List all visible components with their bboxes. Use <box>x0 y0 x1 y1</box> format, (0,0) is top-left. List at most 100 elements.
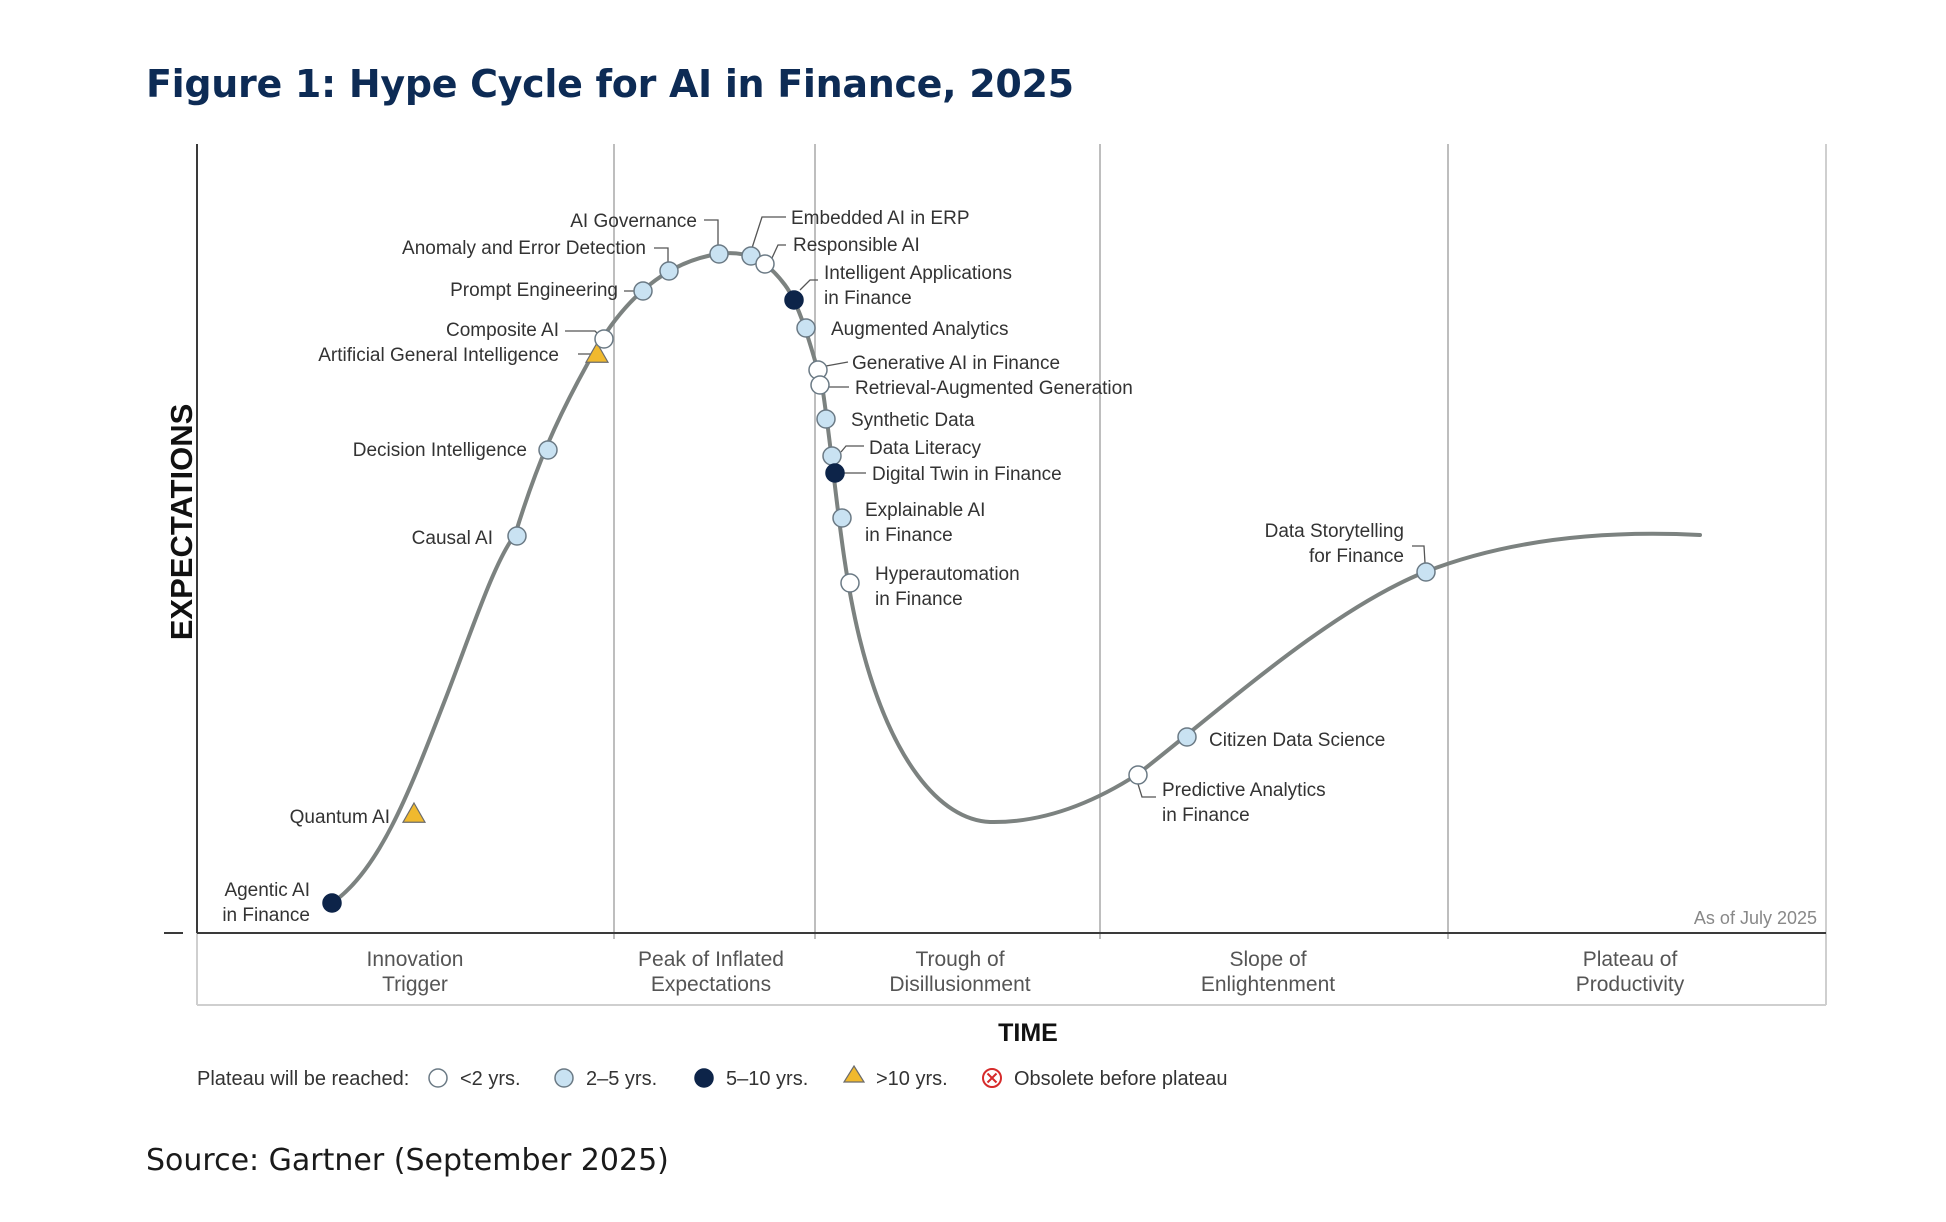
technology-label: Composite AI <box>446 320 559 341</box>
leader-line <box>825 361 849 367</box>
legend-obsolete-cross <box>986 1072 998 1084</box>
leader-line <box>654 247 669 263</box>
source-note: Source: Gartner (September 2025) <box>146 1143 669 1178</box>
technology-label: Explainable AI in Finance <box>865 500 985 546</box>
technology-label: Causal AI <box>412 528 493 549</box>
technology-predictive-analytics-in-finance: Predictive Analytics in Finance <box>1128 765 1326 826</box>
marker-circle <box>1416 562 1436 582</box>
marker-circle <box>709 244 729 264</box>
legend: Plateau will be reached: <2 yrs. 2–5 yrs. 5… <box>197 1064 1228 1090</box>
legend-circle-icon <box>694 1068 714 1088</box>
marker-circle <box>832 508 852 528</box>
technology-augmented-analytics: Augmented Analytics <box>796 318 1008 340</box>
marker-circle <box>825 463 845 483</box>
technology-data-literacy: Data Literacy <box>822 438 981 466</box>
technology-label: Predictive Analytics in Finance <box>1162 780 1326 826</box>
x-axis-label: TIME <box>998 1019 1058 1047</box>
technology-label: Generative AI in Finance <box>852 353 1060 374</box>
leader-line <box>1137 783 1156 798</box>
technology-hyperautomation-in-finance: Hyperautomation in Finance <box>840 564 1020 610</box>
technology-composite-ai: Composite AI <box>446 320 614 349</box>
leader-line <box>840 445 864 453</box>
technology-markers: Agentic AI in Finance Quantum AI Causal AI D… <box>222 208 1436 926</box>
phase-label-peak-of-inflated-expectations: Peak of Inflated Expectations <box>638 948 784 996</box>
technology-label: Data Storytelling for Finance <box>1265 521 1404 567</box>
technology-agentic-ai-in-finance: Agentic AI in Finance <box>222 880 342 926</box>
legend-label: Obsolete before plateau <box>1014 1068 1228 1090</box>
marker-circle <box>755 254 775 274</box>
leader-line <box>799 279 818 291</box>
technology-data-storytelling-for-finance: Data Storytelling for Finance <box>1265 521 1436 582</box>
hype-cycle-chart: Innovation Trigger Peak of Inflated Expecta… <box>164 144 1827 1090</box>
marker-circle <box>507 526 527 546</box>
marker-circle <box>784 290 804 310</box>
marker-circle <box>322 893 342 913</box>
technology-citizen-data-science: Citizen Data Science <box>1177 727 1385 751</box>
legend-label: <2 yrs. <box>460 1068 521 1090</box>
technology-ai-governance: AI Governance <box>570 211 729 264</box>
technology-label: Retrieval-Augmented Generation <box>855 378 1133 399</box>
technology-label: Augmented Analytics <box>831 319 1008 340</box>
legend-title: Plateau will be reached: <box>197 1068 409 1090</box>
technology-label: Data Literacy <box>869 438 981 459</box>
legend-item-gt10: >10 yrs. <box>842 1064 948 1090</box>
technology-prompt-engineering: Prompt Engineering <box>450 280 653 301</box>
technology-label: Digital Twin in Finance <box>872 464 1062 485</box>
figure-title: Figure 1: Hype Cycle for AI in Finance, … <box>146 62 1074 106</box>
legend-item-2to5: 2–5 yrs. <box>554 1068 657 1090</box>
technology-label: Hyperautomation in Finance <box>875 564 1020 610</box>
legend-circle-icon <box>428 1068 448 1088</box>
technology-label: Synthetic Data <box>851 410 975 431</box>
technology-label: Citizen Data Science <box>1209 730 1385 751</box>
marker-circle <box>538 440 558 460</box>
technology-digital-twin-in-finance: Digital Twin in Finance <box>825 463 1062 485</box>
marker-circle <box>822 446 842 466</box>
marker-circle <box>810 375 830 395</box>
technology-responsible-ai: Responsible AI <box>755 235 920 274</box>
technology-label: Anomaly and Error Detection <box>402 238 646 259</box>
technology-retrieval-augmented-generation: Retrieval-Augmented Generation <box>810 375 1133 399</box>
technology-label: Agentic AI in Finance <box>222 880 310 926</box>
technology-label: Embedded AI in ERP <box>791 208 970 229</box>
marker-circle <box>594 329 614 349</box>
marker-circle <box>1128 765 1148 785</box>
phase-label-slope-of-enlightenment: Slope of Enlightenment <box>1201 948 1335 996</box>
marker-circle <box>840 573 860 593</box>
phase-label-plateau-of-productivity: Plateau of Productivity <box>1576 948 1685 996</box>
technology-explainable-ai-in-finance: Explainable AI in Finance <box>832 500 985 546</box>
legend-triangle-icon <box>842 1064 866 1083</box>
chart-frame <box>164 144 1827 1006</box>
technology-causal-ai: Causal AI <box>412 526 527 549</box>
leader-line <box>771 244 786 259</box>
marker-circle <box>816 409 836 429</box>
leader-line <box>1412 545 1426 564</box>
legend-circle-icon <box>554 1068 574 1088</box>
marker-circle <box>659 261 679 281</box>
phase-labels: Innovation Trigger Peak of Inflated Expecta… <box>367 948 1685 996</box>
technology-intelligent-applications-in-finance: Intelligent Applications in Finance <box>784 263 1012 310</box>
technology-quantum-ai: Quantum AI <box>290 801 427 828</box>
legend-label: >10 yrs. <box>876 1068 948 1090</box>
technology-label: Intelligent Applications in Finance <box>824 263 1012 309</box>
technology-label: Prompt Engineering <box>450 280 618 301</box>
legend-item-obsolete: Obsolete before plateau <box>982 1068 1228 1090</box>
technology-label: Decision Intelligence <box>353 440 527 461</box>
marker-triangle <box>401 801 427 823</box>
marker-circle <box>796 318 816 338</box>
technology-label: Responsible AI <box>793 235 920 256</box>
technology-label: Quantum AI <box>290 807 390 828</box>
y-axis-label: EXPECTATIONS <box>164 404 199 641</box>
technology-decision-intelligence: Decision Intelligence <box>353 440 558 461</box>
technology-anomaly-and-error-detection: Anomaly and Error Detection <box>402 238 679 281</box>
as-of-label: As of July 2025 <box>1694 908 1817 928</box>
legend-label: 2–5 yrs. <box>586 1068 657 1090</box>
technology-artificial-general-intelligence: Artificial General Intelligence <box>318 341 610 366</box>
marker-circle <box>1177 727 1197 747</box>
technology-label: AI Governance <box>570 211 697 232</box>
technology-label: Artificial General Intelligence <box>318 345 559 366</box>
legend-label: 5–10 yrs. <box>726 1068 808 1090</box>
marker-circle <box>633 281 653 301</box>
marker-triangle <box>584 341 610 363</box>
legend-item-lt2: <2 yrs. <box>428 1068 521 1090</box>
phase-label-trough-of-disillusionment: Trough of Disillusionment <box>889 948 1030 996</box>
